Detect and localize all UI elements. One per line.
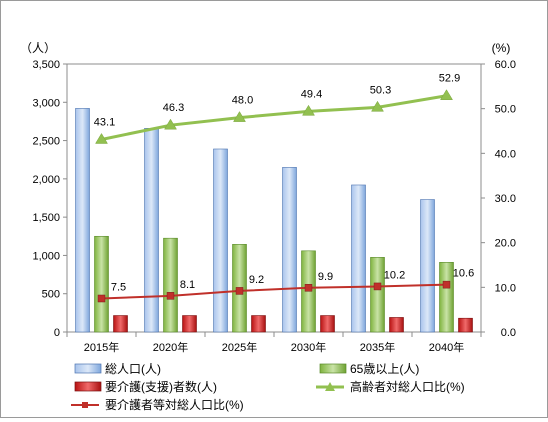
bar-3[interactable] — [458, 317, 473, 333]
care-ratio-data-label: 9.9 — [318, 271, 333, 283]
lines-layer — [95, 89, 453, 303]
right-axis-unit: (%) — [492, 41, 511, 55]
elderly-ratio-marker[interactable] — [440, 89, 453, 100]
axes-layer: 0 500 1,000 1,500 2,000 2,500 3,000 3,500 （人） 0.0… — [20, 41, 516, 354]
left-tick-label: 0 — [54, 327, 60, 339]
care-ratio-marker[interactable] — [373, 282, 382, 291]
left-axis-unit: （人） — [20, 41, 56, 55]
bar-1[interactable] — [75, 108, 90, 333]
category-label: 2025年 — [222, 340, 257, 354]
bar-2[interactable] — [163, 237, 178, 333]
elderly-ratio-data-label: 52.9 — [439, 73, 460, 85]
care-ratio-data-label: 10.2 — [384, 269, 405, 281]
care-ratio-line — [101, 283, 447, 300]
care-ratio-marker[interactable] — [97, 294, 106, 303]
left-tick-label: 2,500 — [32, 136, 60, 148]
elderly-ratio-marker[interactable] — [302, 104, 315, 116]
bar-1[interactable] — [351, 184, 366, 333]
care-ratio-marker[interactable] — [235, 287, 244, 295]
legend-label: 総人口(人) — [105, 362, 161, 376]
bar-2[interactable] — [439, 262, 454, 333]
category-label: 2035年 — [360, 340, 395, 354]
bar-1[interactable] — [144, 128, 159, 333]
legend-swatch — [319, 363, 347, 374]
category-label: 2040年 — [429, 340, 464, 354]
care-ratio-data-label: 7.5 — [111, 282, 126, 294]
legend-marker — [82, 402, 88, 408]
category-label: 2020年 — [153, 340, 188, 354]
elderly-ratio-data-label: 49.4 — [301, 88, 322, 100]
legend: 総人口(人) 65歳以上(人) 要介護(支援)者数(人) 高齢者対総人口比(%) 要介護… — [71, 362, 465, 412]
legend-swatch — [74, 363, 102, 374]
legend-label: 65歳以上(人) — [350, 362, 419, 376]
right-tick-label: 30.0 — [495, 193, 516, 205]
bar-1[interactable] — [282, 167, 297, 333]
elderly-ratio-marker[interactable] — [95, 133, 108, 144]
bar-3[interactable] — [389, 317, 404, 333]
right-tick-label: 0.0 — [501, 327, 516, 339]
plot-area-border — [66, 63, 482, 333]
elderly-ratio-data-label: 48.0 — [232, 95, 253, 107]
elderly-ratio-data-label: 50.3 — [370, 84, 391, 96]
bar-3[interactable] — [251, 315, 266, 333]
care-ratio-data-label: 9.2 — [249, 274, 264, 286]
right-tick-label: 60.0 — [495, 59, 516, 71]
elderly-ratio-marker[interactable] — [371, 100, 384, 112]
legend-marker — [325, 382, 335, 391]
left-tick-label: 3,000 — [32, 97, 60, 109]
legend-label: 高齢者対総人口比(%) — [350, 379, 465, 394]
bar-2[interactable] — [94, 235, 109, 333]
category-label: 2015年 — [84, 340, 119, 354]
care-ratio-data-label: 8.1 — [180, 279, 195, 291]
left-tick-label: 1,500 — [32, 212, 60, 224]
elderly-ratio-marker[interactable] — [233, 111, 246, 122]
right-tick-label: 10.0 — [495, 282, 516, 294]
left-tick-label: 3,500 — [32, 59, 60, 71]
care-ratio-marker[interactable] — [304, 284, 313, 292]
legend-swatch — [74, 381, 102, 392]
bar-3[interactable] — [320, 315, 335, 333]
left-tick-label: 2,000 — [32, 174, 60, 186]
elderly-ratio-data-label: 43.1 — [94, 116, 115, 128]
bar-1[interactable] — [420, 199, 435, 333]
bars-layer — [75, 108, 473, 333]
category-label: 2030年 — [291, 340, 326, 354]
right-tick-label: 50.0 — [495, 104, 516, 116]
bar-1[interactable] — [213, 148, 228, 333]
right-tick-label: 40.0 — [495, 148, 516, 160]
care-ratio-marker[interactable] — [166, 292, 175, 300]
elderly-ratio-line — [101, 94, 447, 141]
left-tick-label: 1,000 — [32, 250, 60, 262]
elderly-ratio-marker[interactable] — [164, 118, 177, 130]
elderly-ratio-data-label: 46.3 — [163, 102, 184, 114]
left-tick-label: 500 — [42, 289, 60, 301]
care-ratio-marker[interactable] — [442, 280, 451, 289]
bar-2[interactable] — [370, 257, 385, 333]
care-ratio-data-label: 10.6 — [453, 268, 474, 280]
bar-3[interactable] — [182, 315, 197, 333]
labels-layer: 43.1 46.3 48.0 49.4 50.3 52.9 7.5 8.1 9.2 9.9 10.2… — [94, 73, 474, 294]
legend-label: 要介護者等対総人口比(%) — [105, 397, 244, 412]
legend-label: 要介護(支援)者数(人) — [105, 379, 217, 394]
bar-3[interactable] — [113, 315, 128, 333]
right-tick-label: 20.0 — [495, 238, 516, 250]
